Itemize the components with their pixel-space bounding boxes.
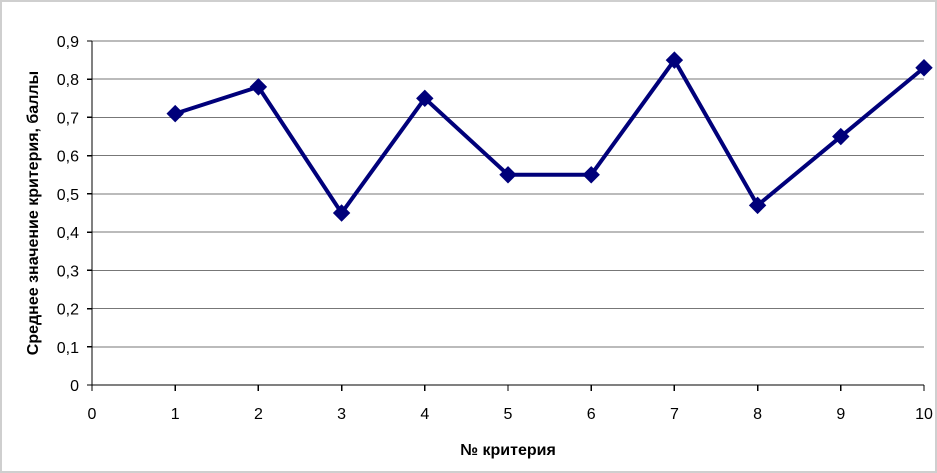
x-tick-label: 8	[753, 406, 762, 423]
x-tick-label: 7	[670, 406, 679, 423]
data-point-marker	[416, 89, 434, 108]
y-tick-label: 0,8	[57, 72, 79, 89]
x-tick-label: 2	[254, 406, 263, 423]
series-layer	[166, 51, 933, 222]
x-tick-label: 3	[337, 406, 346, 423]
x-tick-label: 9	[836, 406, 845, 423]
data-point-marker	[832, 127, 850, 146]
x-axis-title: № критерия	[460, 442, 556, 459]
y-tick-label: 0,7	[57, 110, 79, 127]
gridlines	[92, 40, 924, 348]
x-tick-label: 4	[420, 406, 429, 423]
y-tick-labels: 0 0,1 0,2 0,3 0,4 0,5 0,6 0,7 0,8 0,9	[57, 34, 79, 395]
y-tick-label: 0,5	[57, 187, 79, 204]
series-line	[173, 56, 926, 217]
axes	[87, 40, 925, 391]
y-tick-label: 0	[70, 378, 79, 395]
data-point-marker	[499, 166, 517, 184]
data-point-marker	[915, 59, 933, 77]
x-tick-label: 0	[88, 406, 97, 423]
y-axis-title: Среднее значение критерия, баллы	[25, 71, 42, 355]
y-tick-label: 0,1	[57, 340, 79, 357]
data-point-marker	[665, 51, 684, 69]
x-tick-label: 6	[587, 406, 596, 423]
y-tick-label: 0,2	[57, 302, 79, 319]
data-point-marker	[249, 78, 268, 96]
x-tick-label: 5	[504, 406, 513, 423]
y-tick-label: 0,4	[57, 225, 79, 242]
x-tick-labels: 0 1 2 3 4 5 6 7 8 9 10	[88, 406, 933, 423]
y-tick-label: 0,3	[57, 263, 79, 280]
y-tick-label: 0,6	[57, 149, 79, 166]
data-point-marker	[748, 196, 767, 215]
x-tick-label: 10	[915, 406, 933, 423]
y-tick-label: 0,9	[57, 34, 79, 51]
x-tick-label: 1	[171, 406, 180, 423]
data-point-marker	[582, 166, 600, 184]
data-point-marker	[166, 104, 184, 123]
data-point-marker	[332, 204, 351, 222]
